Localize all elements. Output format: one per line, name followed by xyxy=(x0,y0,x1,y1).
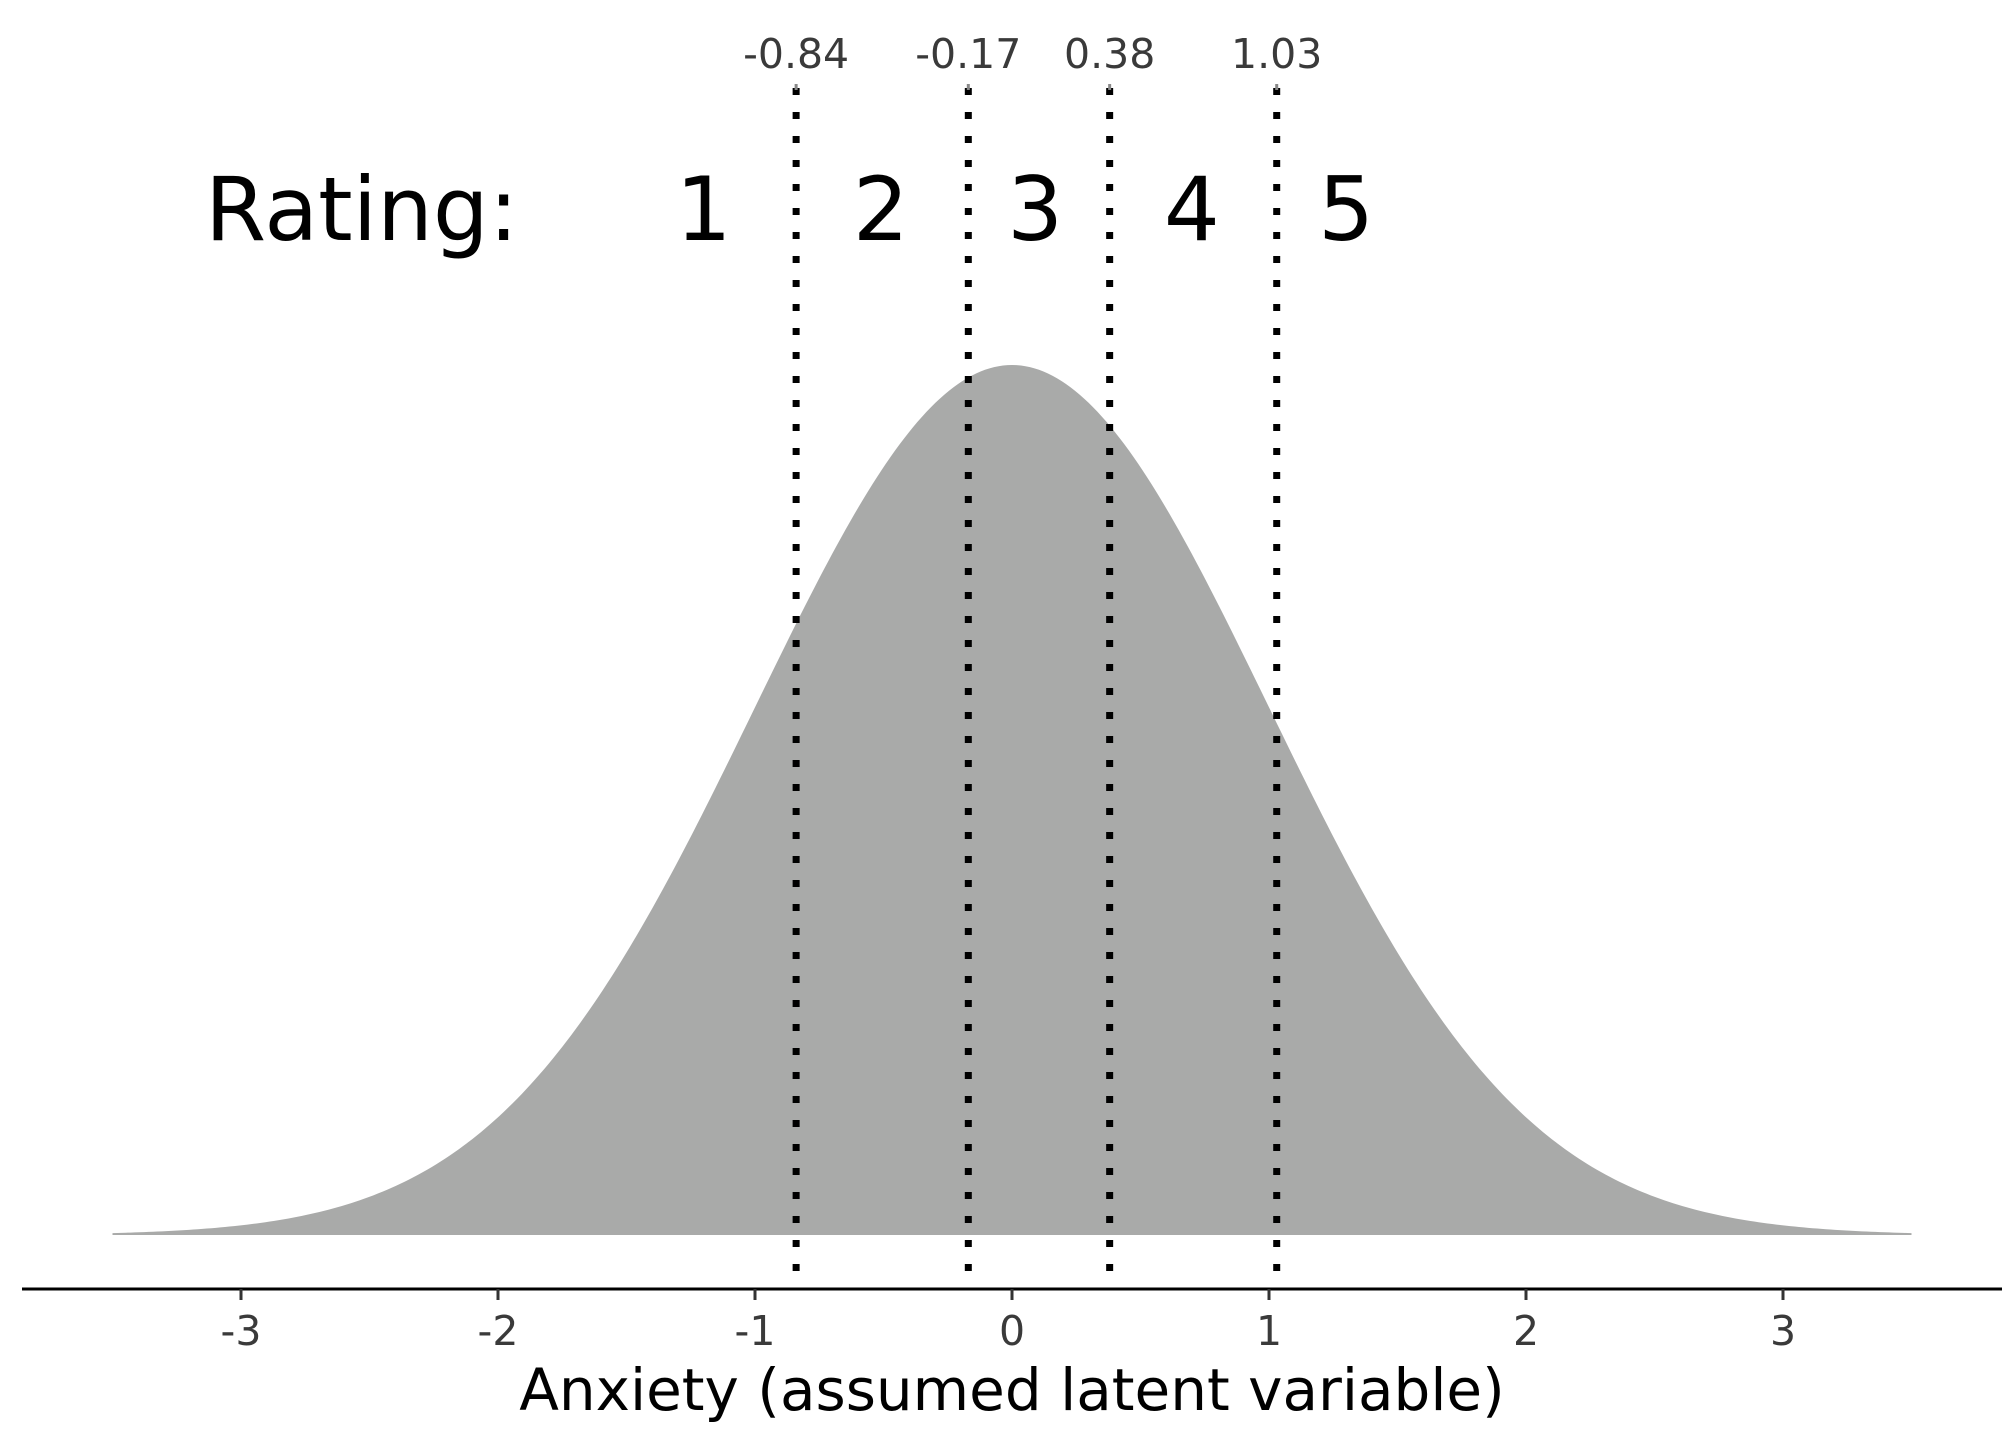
rating-label: 3 xyxy=(1007,158,1063,261)
threshold-label: -0.84 xyxy=(743,30,849,78)
density-area xyxy=(112,365,1912,1235)
threshold-label: 1.03 xyxy=(1231,30,1322,78)
x-axis-title: Anxiety (assumed latent variable) xyxy=(519,1356,1505,1424)
x-ticks: -3 -2 -1 0 1 2 3 xyxy=(221,1289,1796,1355)
rating-label: 4 xyxy=(1164,158,1220,261)
rating-prefix-label: Rating: xyxy=(205,158,518,261)
threshold-lines xyxy=(792,84,1281,1289)
x-tick-label: -3 xyxy=(221,1307,262,1355)
x-tick-label: -2 xyxy=(478,1307,519,1355)
rating-label: 1 xyxy=(676,158,732,261)
threshold-label: 0.38 xyxy=(1064,30,1155,78)
x-tick-label: 3 xyxy=(1770,1307,1796,1355)
threshold-label: -0.17 xyxy=(915,30,1021,78)
x-tick-label: 1 xyxy=(1256,1307,1282,1355)
threshold-labels: -0.84 -0.17 0.38 1.03 xyxy=(743,30,1322,78)
rating-label: 2 xyxy=(853,158,909,261)
x-tick-label: -1 xyxy=(735,1307,776,1355)
rating-label: 5 xyxy=(1318,158,1374,261)
x-tick-label: 0 xyxy=(999,1307,1025,1355)
x-tick-label: 2 xyxy=(1513,1307,1539,1355)
